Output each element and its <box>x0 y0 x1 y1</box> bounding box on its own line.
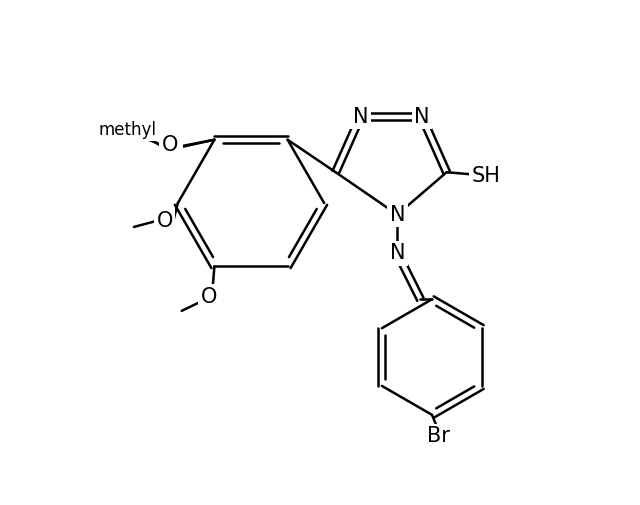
Text: methyl: methyl <box>99 121 157 139</box>
Text: N: N <box>390 205 405 225</box>
Text: O: O <box>164 139 180 159</box>
Text: Br: Br <box>427 426 449 446</box>
Text: O: O <box>162 135 179 156</box>
Text: N: N <box>353 107 368 127</box>
Text: O: O <box>157 211 173 231</box>
Text: SH: SH <box>472 166 500 186</box>
Text: N: N <box>390 243 405 263</box>
Text: O: O <box>200 287 217 307</box>
Text: N: N <box>414 107 429 127</box>
